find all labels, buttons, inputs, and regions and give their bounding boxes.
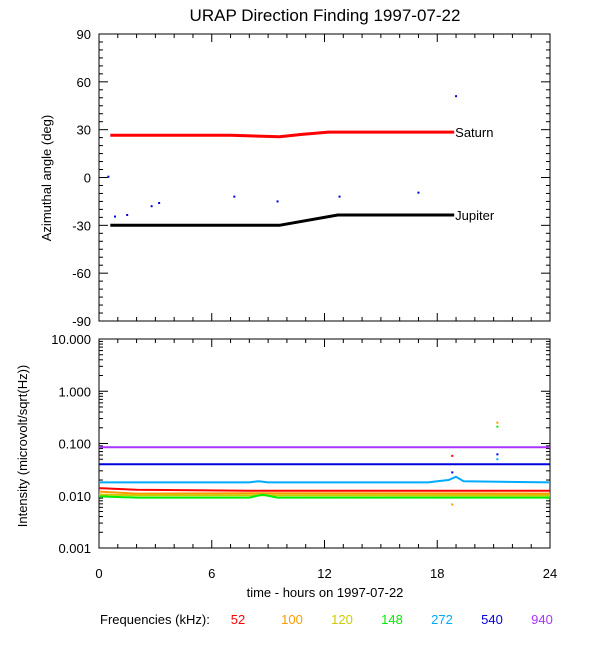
intensity-series-line <box>98 493 550 499</box>
intensity-scatter-point <box>496 453 499 456</box>
azimuth-scatter-point <box>455 95 458 98</box>
frequency-legend-item: 100 <box>281 612 303 627</box>
intensity-series-line <box>98 493 551 497</box>
x-tick-label: 6 <box>208 566 215 581</box>
azimuth-y-tick-label: -30 <box>72 218 91 233</box>
series-label-jupiter: Jupiter <box>455 208 495 223</box>
azimuth-series-line <box>110 213 455 227</box>
frequency-legend-item: 120 <box>331 612 353 627</box>
frequencies-label: Frequencies (kHz): <box>100 612 210 627</box>
azimuth-scatter-point <box>150 205 153 208</box>
intensity-scatter-point <box>496 425 499 428</box>
azimuth-series-line <box>110 130 455 139</box>
azimuth-y-axis-label: Azimuthal angle (deg) <box>39 115 54 241</box>
intensity-scatter-point <box>451 503 454 506</box>
intensity-y-axis-label: Intensity (microvolt/sqrt(Hz)) <box>15 365 30 528</box>
azimuth-y-tick-label: 60 <box>77 75 91 90</box>
azimuth-scatter-point <box>417 191 420 194</box>
intensity-scatter-point <box>496 458 499 461</box>
azimuth-scatter-point <box>126 213 129 216</box>
azimuth-scatter-point <box>338 195 341 198</box>
azimuth-scatter-point <box>107 175 110 178</box>
x-tick-label: 18 <box>430 566 444 581</box>
x-tick-label: 12 <box>317 566 331 581</box>
intensity-scatter-point <box>496 421 499 424</box>
chart-title: URAP Direction Finding 1997-07-22 <box>190 6 461 25</box>
azimuth-frame <box>98 33 551 322</box>
frequency-legend-item: 272 <box>431 612 453 627</box>
x-tick-label: 24 <box>543 566 557 581</box>
azimuth-scatter-point <box>276 200 279 203</box>
series-label-saturn: Saturn <box>455 125 493 140</box>
x-axis-label: time - hours on 1997-07-22 <box>247 585 404 600</box>
azimuth-y-tick-label: 30 <box>77 123 91 138</box>
azimuth-scatter-point <box>113 215 116 218</box>
azimuth-scatter-point <box>158 202 161 205</box>
azimuth-scatter-point <box>233 195 236 198</box>
frequency-legend-item: 540 <box>481 612 503 627</box>
frequency-legend-item: 940 <box>531 612 553 627</box>
intensity-y-tick-label: 10.000 <box>51 332 91 347</box>
intensity-series-line <box>99 475 551 484</box>
azimuth-y-tick-label: 90 <box>77 27 91 42</box>
azimuth-y-tick-label: -90 <box>72 314 91 329</box>
intensity-scatter-point <box>451 454 454 457</box>
intensity-frame <box>98 338 551 549</box>
intensity-scatter-point <box>451 471 454 474</box>
intensity-panel: 10.000 1.000 0.100 0.010 0.001 0 6 12 18 24 <box>51 332 557 581</box>
intensity-y-tick-label: 1.000 <box>58 384 91 399</box>
intensity-y-tick-label: 0.100 <box>58 437 91 452</box>
intensity-y-tick-label: 0.010 <box>58 489 91 504</box>
intensity-y-tick-label: 0.001 <box>58 541 91 556</box>
frequency-legend: 52 100 120 148 272 540 940 <box>231 612 553 627</box>
intensity-series-line <box>98 487 550 492</box>
frequency-legend-item: 148 <box>381 612 403 627</box>
azimuth-y-tick-label: 0 <box>84 171 91 186</box>
azimuth-y-tick-label: -60 <box>72 266 91 281</box>
frequency-legend-item: 52 <box>231 612 245 627</box>
azimuth-panel: 90 60 30 0 -30 -60 -90 Saturn Jupiter <box>72 27 551 329</box>
intensity-series-line <box>98 490 551 495</box>
x-tick-label: 0 <box>95 566 102 581</box>
